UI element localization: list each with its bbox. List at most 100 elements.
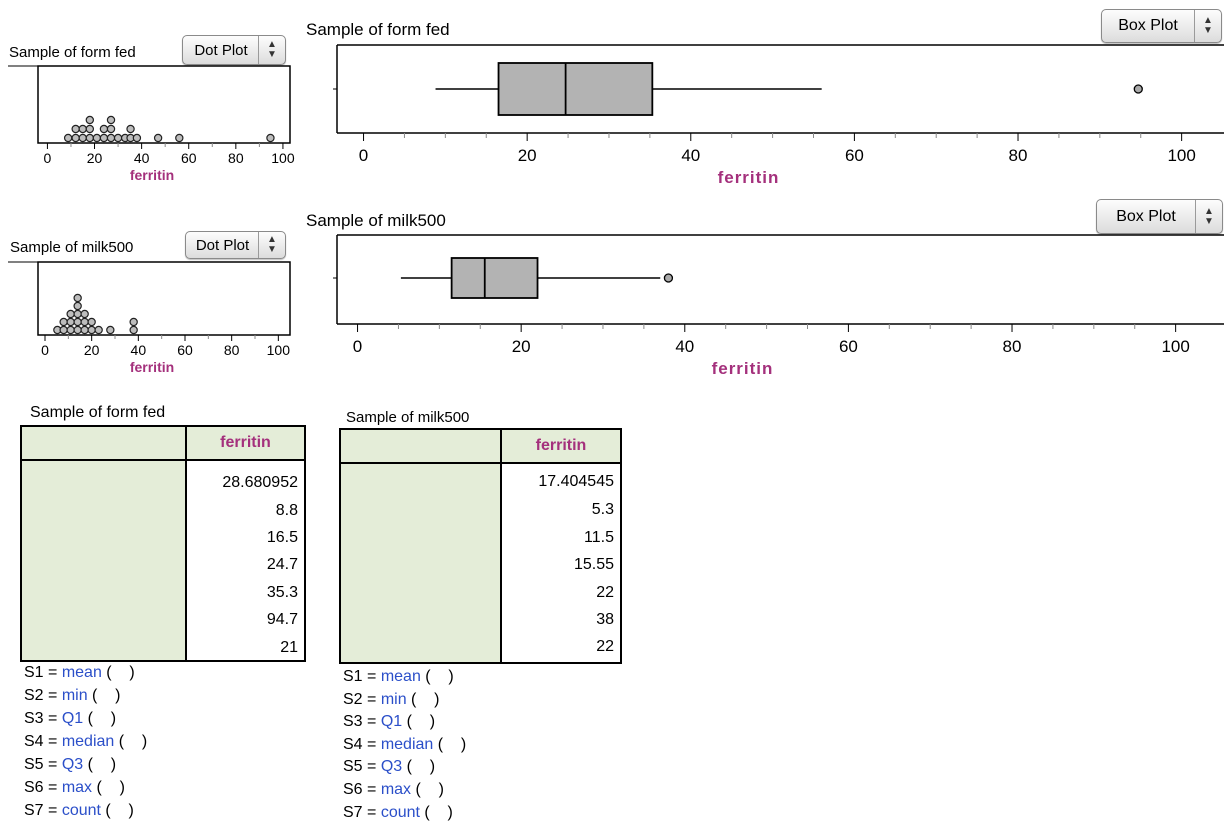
x-tick-label: 0 <box>44 150 52 166</box>
formula-line[interactable]: S2 = min ( ) <box>343 691 439 709</box>
data-point <box>66 317 75 327</box>
formula-function: Q1 <box>380 713 403 731</box>
table-cell[interactable]: 17.404545 <box>538 473 614 490</box>
data-point <box>73 325 82 335</box>
formula-name: S1 = <box>343 668 381 685</box>
summary-table-title-formfed: Sample of form fed <box>30 404 166 421</box>
x-tick-label: 100 <box>1161 337 1189 356</box>
table-cell[interactable]: 22 <box>596 638 614 655</box>
formula-args: ( ) <box>87 687 121 704</box>
x-tick-label: 0 <box>41 342 49 358</box>
formula-line[interactable]: S7 = count ( ) <box>24 802 134 820</box>
select-label: Dot Plot <box>194 41 248 59</box>
data-point <box>126 124 135 134</box>
formula-function: count <box>380 803 420 821</box>
x-tick-label: 20 <box>518 146 537 165</box>
table-cell[interactable]: 38 <box>596 611 614 628</box>
table-cell[interactable]: 8.8 <box>275 502 298 519</box>
data-point <box>85 115 95 125</box>
data-point <box>99 124 109 134</box>
data-point <box>80 325 89 335</box>
formula-name: S5 = <box>24 756 62 773</box>
x-axis-label: ferritin <box>130 167 174 183</box>
x-tick-label: 0 <box>359 146 368 165</box>
formula-line[interactable]: S4 = median ( ) <box>24 733 147 751</box>
formula-name: S6 = <box>343 781 381 798</box>
select-arrows-icon: ▲ ▼ <box>1194 10 1221 42</box>
boxplot-formfed: 0 20 40 60 80 100 ferritin <box>333 44 1224 187</box>
table-cell[interactable]: 5.3 <box>591 501 614 518</box>
boxplot-title-formfed: Sample of form fed <box>306 20 450 39</box>
formula-line[interactable]: S1 = mean ( ) <box>343 668 454 686</box>
x-tick-label: 100 <box>271 150 295 166</box>
formula-name: S4 = <box>343 735 381 753</box>
table-cell[interactable]: 28.680952 <box>222 474 298 491</box>
x-tick-label: 80 <box>1003 337 1022 356</box>
boxplot-title-milk500: Sample of milk500 <box>306 211 446 230</box>
x-tick-label: 100 <box>267 342 291 358</box>
table-cell[interactable]: 15.55 <box>573 556 614 573</box>
table-cell[interactable]: 35.3 <box>266 584 298 601</box>
data-point <box>153 133 163 143</box>
formula-function: Q1 <box>61 710 84 727</box>
formula-line[interactable]: S3 = Q1 ( ) <box>343 713 435 731</box>
formula-function: min <box>380 690 407 708</box>
table-cell[interactable]: 94.7 <box>266 611 298 628</box>
table-cell[interactable]: 24.7 <box>266 556 298 573</box>
boxplot-type-select-milk500[interactable]: Box Plot ▲ ▼ <box>1096 199 1223 234</box>
formula-function: mean <box>380 668 421 685</box>
formula-line[interactable]: S3 = Q1 ( ) <box>24 710 116 728</box>
dotplot-type-select-milk500[interactable]: Dot Plot ▲ ▼ <box>185 231 286 259</box>
data-point <box>94 325 103 335</box>
x-tick-label: 20 <box>84 342 100 358</box>
summary-table-formfed: ferritin 28.680952 8.8 16.5 24.7 35.3 94… <box>20 425 306 662</box>
formula-name: S1 = <box>24 664 62 681</box>
formula-line[interactable]: S4 = median ( ) <box>343 736 466 754</box>
formula-line[interactable]: S5 = Q3 ( ) <box>24 756 116 774</box>
data-point <box>106 133 116 143</box>
plot-frame <box>37 261 291 336</box>
table-column-header: ferritin <box>187 427 304 461</box>
formula-line[interactable]: S7 = count ( ) <box>343 804 453 822</box>
x-tick-label: 40 <box>131 342 147 358</box>
formula-line[interactable]: S6 = max ( ) <box>24 779 125 797</box>
table-column-header: ferritin <box>502 430 620 464</box>
table-cell[interactable]: 16.5 <box>266 529 298 546</box>
data-point <box>73 309 82 319</box>
x-tick-label: 40 <box>675 337 694 356</box>
formula-line[interactable]: S1 = mean ( ) <box>24 664 135 682</box>
formula-name: S6 = <box>24 779 62 796</box>
select-arrows-icon: ▲ ▼ <box>258 36 285 64</box>
data-point <box>87 325 96 335</box>
formula-line[interactable]: S6 = max ( ) <box>343 781 444 799</box>
x-tick-label: 60 <box>845 146 864 165</box>
formula-args: ( ) <box>419 803 453 821</box>
table-cell[interactable]: 21 <box>280 639 298 656</box>
formula-function: Q3 <box>61 756 84 773</box>
formula-name: S5 = <box>343 758 381 776</box>
select-arrows-icon: ▲ ▼ <box>1195 200 1222 233</box>
data-point <box>71 124 80 134</box>
data-point <box>63 133 73 143</box>
formula-args: ( ) <box>83 710 117 727</box>
data-point <box>66 309 75 319</box>
summary-table-title-milk500: Sample of milk500 <box>346 409 470 426</box>
formula-args: ( ) <box>83 756 117 773</box>
formula-name: S7 = <box>343 803 381 821</box>
data-point <box>129 317 138 327</box>
data-point <box>132 133 142 143</box>
formula-function: median <box>380 735 434 753</box>
formula-line[interactable]: S5 = Q3 ( ) <box>343 758 435 776</box>
formula-name: S3 = <box>24 710 62 727</box>
table-cell[interactable]: 22 <box>596 584 614 601</box>
formula-function: min <box>61 687 88 704</box>
dotplot-type-select-formfed[interactable]: Dot Plot ▲ ▼ <box>182 35 286 65</box>
formula-line[interactable]: S2 = min ( ) <box>24 687 120 705</box>
data-point <box>73 317 82 327</box>
table-cell[interactable]: 11.5 <box>584 529 614 546</box>
data-point <box>85 124 95 134</box>
boxplot-type-select-formfed[interactable]: Box Plot ▲ ▼ <box>1101 9 1222 43</box>
formula-args: ( ) <box>406 690 440 708</box>
interquartile-box <box>497 62 654 116</box>
data-point <box>78 133 87 143</box>
